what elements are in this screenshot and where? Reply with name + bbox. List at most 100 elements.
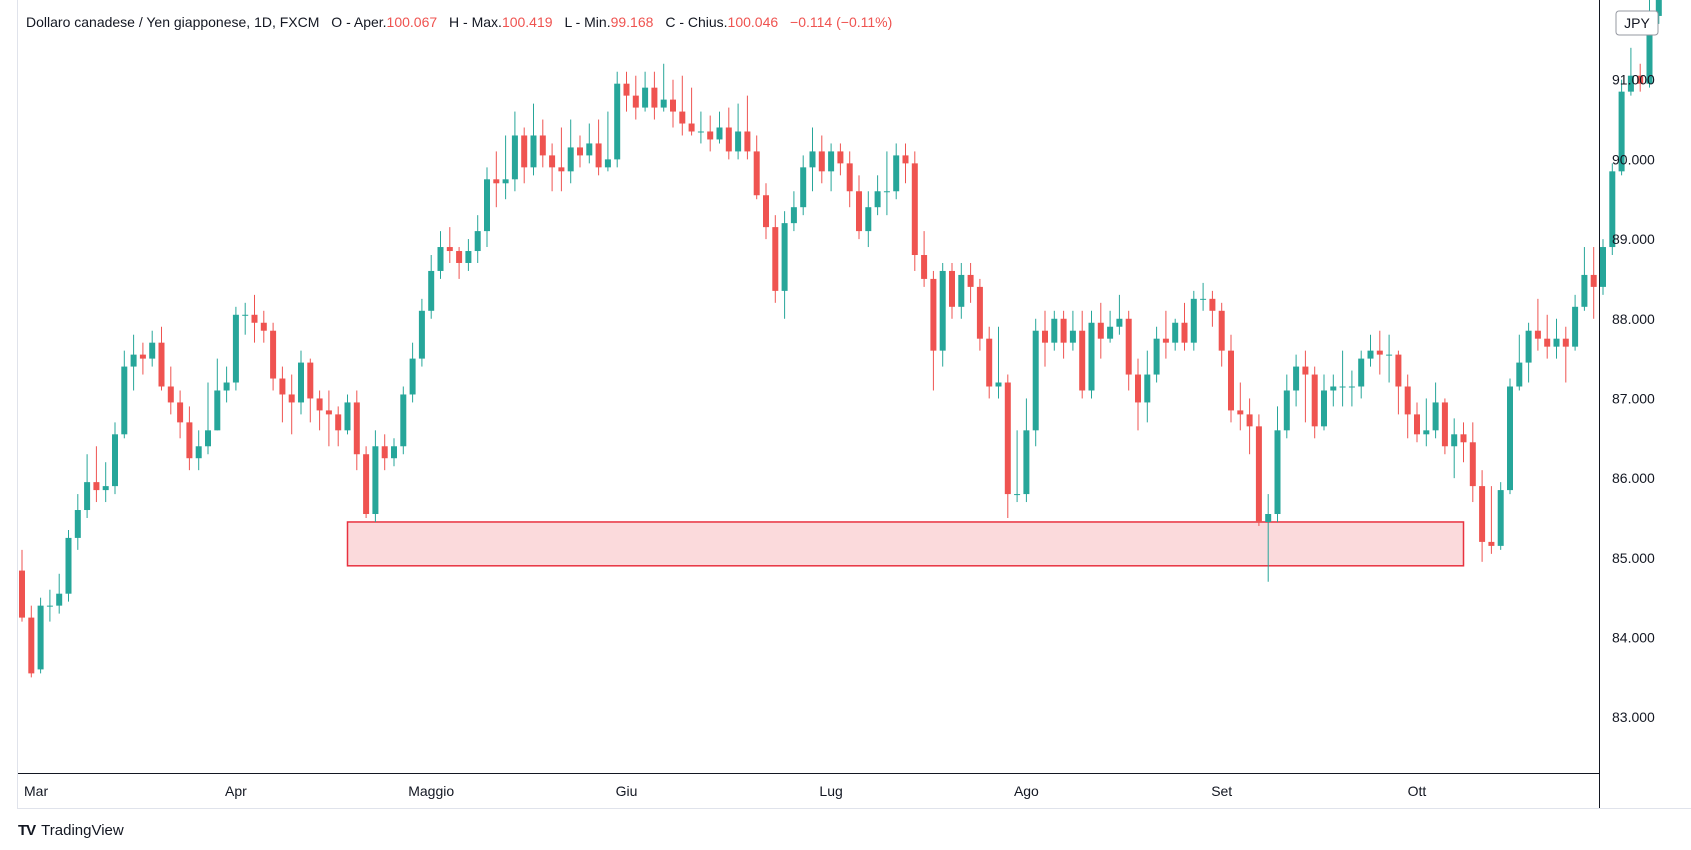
candle [1386, 334, 1393, 383]
candle-body [1516, 362, 1523, 387]
candle-body [1302, 366, 1309, 375]
candle [865, 191, 872, 248]
candle-body [37, 605, 44, 670]
candle [558, 127, 565, 192]
candle-body [939, 270, 946, 351]
candle [1330, 374, 1337, 407]
candle-body [595, 143, 602, 168]
candle [1283, 374, 1290, 439]
candle-body [921, 255, 928, 279]
candle-body [1414, 414, 1420, 435]
price-tick-label: 86.000 [1612, 470, 1655, 486]
price-axis-labels[interactable]: 83.000 84.000 85.000 86.000 87.000 88.000 89.0… [1612, 72, 1655, 726]
candle-body [1283, 390, 1290, 431]
candle-body [1460, 434, 1467, 443]
legend-low-value: 99.168 [611, 14, 654, 30]
candle [688, 87, 695, 136]
candle [1590, 247, 1597, 319]
candle [1367, 334, 1374, 367]
candle-body [958, 274, 965, 307]
candle [1274, 406, 1281, 522]
time-axis-labels[interactable]: Mar Apr Maggio Giu Lug Ago Set Ott [24, 783, 1426, 799]
candle [1153, 326, 1160, 383]
candle [19, 549, 25, 622]
candle [223, 366, 230, 403]
candle-body [279, 378, 286, 395]
legend-low-label: L - Min. [564, 14, 610, 30]
candle-body [493, 179, 500, 184]
candle-body [428, 270, 435, 311]
candle-body [121, 366, 128, 435]
tradingview-logo[interactable]: TV TradingView [18, 822, 124, 839]
candle-body [976, 286, 983, 339]
support-zone[interactable] [346, 521, 1465, 567]
time-tick-label: Mar [24, 783, 48, 799]
candle-body [1590, 274, 1597, 287]
candle-body [632, 95, 639, 108]
candle [242, 302, 249, 335]
candle-body [1321, 390, 1327, 427]
candle [1525, 322, 1532, 383]
candle-body [307, 362, 314, 399]
candle [1200, 282, 1207, 311]
candle-body [214, 390, 221, 431]
currency-badge[interactable]: JPY [1615, 10, 1659, 36]
candle-body [112, 434, 118, 487]
candle [437, 231, 444, 279]
candle-body [800, 167, 807, 208]
candle [1469, 422, 1476, 503]
candle-body [1646, 15, 1653, 84]
time-tick-label: Ago [1014, 783, 1039, 799]
time-tick-label: Lug [819, 783, 842, 799]
candle-body [1069, 330, 1076, 343]
candle [800, 155, 807, 216]
candle [1255, 414, 1262, 526]
candle [195, 430, 202, 471]
candle [679, 75, 686, 136]
candle [418, 298, 425, 367]
candle-body [1051, 318, 1058, 343]
candle-body [772, 227, 779, 291]
candle-body [1274, 430, 1281, 515]
candle-body [1209, 298, 1216, 311]
candle-body [1432, 402, 1439, 431]
candle-body [753, 151, 760, 196]
candle [372, 430, 379, 522]
candle-body [874, 191, 881, 208]
candle [1358, 350, 1365, 399]
candle [1302, 350, 1309, 423]
candle [1507, 378, 1513, 495]
candle-body [558, 167, 565, 172]
candles-layer [19, 0, 1662, 678]
candle [307, 358, 314, 423]
candle-body [1200, 298, 1207, 300]
candle-body [549, 155, 556, 168]
candle-body [1618, 91, 1625, 172]
candle [893, 143, 900, 200]
candle [158, 326, 165, 391]
currency-badge-label: JPY [1624, 15, 1650, 31]
candle-body [65, 537, 72, 594]
candle-body [1637, 75, 1644, 84]
candle-body [474, 231, 481, 252]
candle-body [1367, 350, 1374, 359]
candle [735, 103, 742, 160]
candle-body [1004, 382, 1011, 495]
candle [1042, 310, 1048, 367]
candle [856, 175, 862, 240]
candle [1627, 47, 1634, 96]
candle-body [502, 179, 509, 184]
candle-body [1404, 386, 1411, 415]
candle-body [130, 354, 137, 367]
candle-body [1237, 410, 1244, 415]
candle [1014, 430, 1021, 503]
candle [1097, 302, 1104, 359]
candle-body [456, 251, 463, 263]
price-tick-label: 87.000 [1612, 390, 1655, 406]
candle [1218, 302, 1225, 367]
candle [1321, 374, 1327, 431]
price-tick-label: 89.000 [1612, 231, 1655, 247]
candle [288, 374, 295, 435]
candle [511, 111, 518, 192]
candle [1562, 326, 1569, 383]
